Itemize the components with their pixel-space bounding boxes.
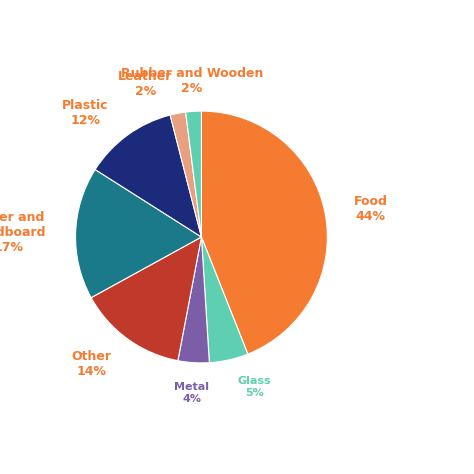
Text: Glass
5%: Glass 5% (237, 376, 271, 398)
Text: Metal
4%: Metal 4% (174, 382, 210, 404)
Text: Leather
2%: Leather 2% (118, 70, 173, 98)
Text: Other
14%: Other 14% (71, 350, 111, 378)
Wedge shape (201, 237, 248, 363)
Wedge shape (170, 112, 201, 237)
Wedge shape (178, 237, 210, 363)
Wedge shape (201, 111, 328, 354)
Text: Paper and
Cardboard
17%: Paper and Cardboard 17% (0, 210, 46, 254)
Text: Rubber and Wooden
2%: Rubber and Wooden 2% (120, 67, 263, 95)
Text: Plastic
12%: Plastic 12% (62, 99, 109, 127)
Text: Food
44%: Food 44% (354, 195, 388, 223)
Wedge shape (91, 237, 201, 361)
Wedge shape (95, 115, 201, 237)
Wedge shape (75, 170, 201, 298)
Wedge shape (186, 111, 201, 237)
